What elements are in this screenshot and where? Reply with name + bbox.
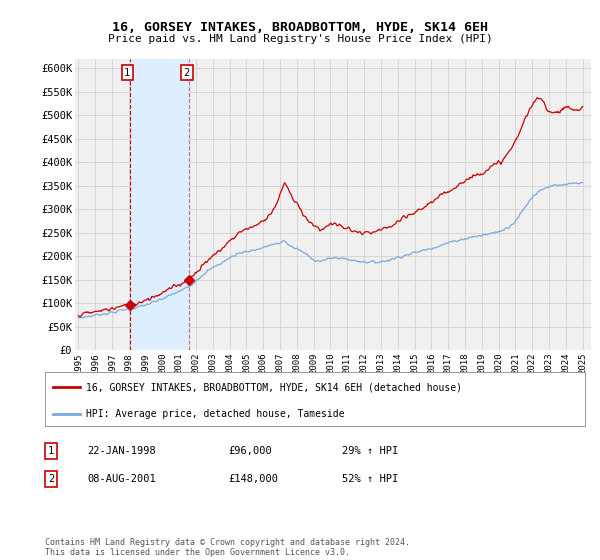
Text: 1: 1 — [124, 68, 130, 78]
Text: £148,000: £148,000 — [228, 474, 278, 484]
Text: 2: 2 — [184, 68, 190, 78]
Text: 1: 1 — [48, 446, 54, 456]
Text: Price paid vs. HM Land Registry's House Price Index (HPI): Price paid vs. HM Land Registry's House … — [107, 34, 493, 44]
Text: 52% ↑ HPI: 52% ↑ HPI — [342, 474, 398, 484]
Text: Contains HM Land Registry data © Crown copyright and database right 2024.
This d: Contains HM Land Registry data © Crown c… — [45, 538, 410, 557]
Text: 16, GORSEY INTAKES, BROADBOTTOM, HYDE, SK14 6EH (detached house): 16, GORSEY INTAKES, BROADBOTTOM, HYDE, S… — [86, 382, 461, 393]
Text: 08-AUG-2001: 08-AUG-2001 — [87, 474, 156, 484]
Text: 29% ↑ HPI: 29% ↑ HPI — [342, 446, 398, 456]
Text: 16, GORSEY INTAKES, BROADBOTTOM, HYDE, SK14 6EH: 16, GORSEY INTAKES, BROADBOTTOM, HYDE, S… — [112, 21, 488, 34]
Text: 2: 2 — [48, 474, 54, 484]
Text: 22-JAN-1998: 22-JAN-1998 — [87, 446, 156, 456]
Text: £96,000: £96,000 — [228, 446, 272, 456]
Bar — [130, 59, 189, 350]
Text: HPI: Average price, detached house, Tameside: HPI: Average price, detached house, Tame… — [86, 409, 344, 419]
